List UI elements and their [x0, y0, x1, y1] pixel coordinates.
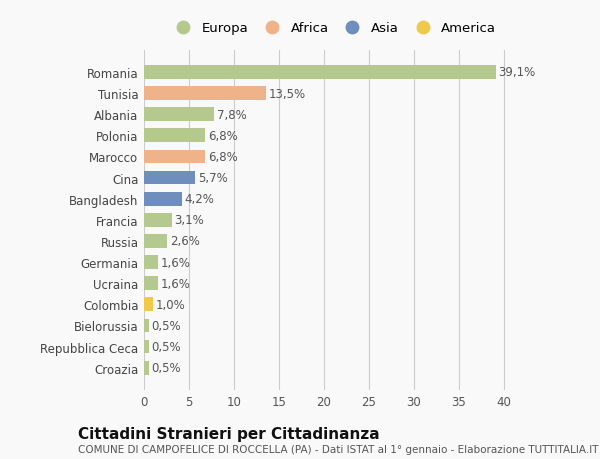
Bar: [144, 319, 149, 333]
Bar: [144, 87, 265, 101]
Text: 7,8%: 7,8%: [217, 108, 247, 122]
Text: Cittadini Stranieri per Cittadinanza: Cittadini Stranieri per Cittadinanza: [78, 426, 380, 441]
Bar: [144, 129, 205, 143]
Text: 0,5%: 0,5%: [151, 319, 181, 332]
Text: 6,8%: 6,8%: [208, 129, 238, 142]
Text: 1,0%: 1,0%: [156, 298, 185, 311]
Bar: [144, 171, 196, 185]
Bar: [144, 150, 205, 164]
Text: 1,6%: 1,6%: [161, 277, 191, 290]
Text: 5,7%: 5,7%: [198, 172, 228, 185]
Bar: [144, 361, 149, 375]
Text: 39,1%: 39,1%: [499, 66, 536, 79]
Bar: [144, 277, 158, 291]
Bar: [144, 340, 149, 353]
Bar: [144, 108, 214, 122]
Text: 0,5%: 0,5%: [151, 340, 181, 353]
Text: 0,5%: 0,5%: [151, 361, 181, 375]
Bar: [144, 235, 167, 248]
Legend: Europa, Africa, Asia, America: Europa, Africa, Asia, America: [167, 20, 499, 38]
Text: 13,5%: 13,5%: [268, 87, 305, 101]
Text: 1,6%: 1,6%: [161, 256, 191, 269]
Bar: [144, 256, 158, 269]
Bar: [144, 192, 182, 206]
Text: 3,1%: 3,1%: [175, 214, 205, 227]
Bar: [144, 66, 496, 79]
Text: COMUNE DI CAMPOFELICE DI ROCCELLA (PA) - Dati ISTAT al 1° gennaio - Elaborazione: COMUNE DI CAMPOFELICE DI ROCCELLA (PA) -…: [78, 444, 599, 454]
Bar: [144, 213, 172, 227]
Text: 4,2%: 4,2%: [185, 193, 214, 206]
Bar: [144, 298, 153, 312]
Text: 2,6%: 2,6%: [170, 235, 200, 248]
Text: 6,8%: 6,8%: [208, 151, 238, 163]
